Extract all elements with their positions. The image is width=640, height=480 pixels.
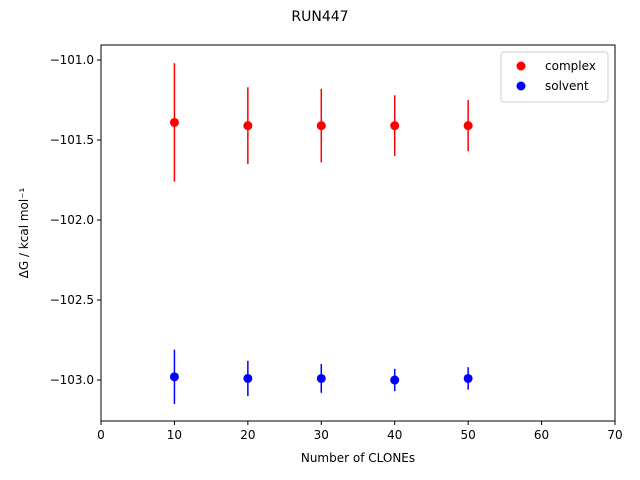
point xyxy=(390,375,400,385)
x-axis-label: Number of CLONEs xyxy=(301,451,415,465)
x-tick-label: 0 xyxy=(97,428,105,442)
point xyxy=(463,373,473,383)
y-tick-label: −103.0 xyxy=(50,373,94,387)
legend-marker xyxy=(516,81,526,91)
x-tick-label: 40 xyxy=(387,428,402,442)
legend-marker xyxy=(516,61,526,71)
legend-label: solvent xyxy=(545,79,589,93)
point xyxy=(316,373,326,383)
point xyxy=(243,373,253,383)
y-tick-label: −101.5 xyxy=(50,133,94,147)
point xyxy=(169,372,179,382)
point xyxy=(169,117,179,127)
plot-frame xyxy=(100,44,616,422)
y-tick-label: −102.0 xyxy=(50,213,94,227)
y-axis-label: ΔG / kcal mol⁻¹ xyxy=(17,187,31,278)
y-tick-label: −102.5 xyxy=(50,293,94,307)
x-tick-label: 20 xyxy=(240,428,255,442)
x-tick-label: 70 xyxy=(607,428,622,442)
point xyxy=(316,121,326,131)
point xyxy=(390,121,400,131)
x-tick-label: 50 xyxy=(461,428,476,442)
point xyxy=(243,121,253,131)
chart-title: RUN447 xyxy=(291,9,348,25)
x-tick-label: 60 xyxy=(534,428,549,442)
x-tick-label: 10 xyxy=(167,428,182,442)
legend-box xyxy=(500,51,609,103)
legend-label: complex xyxy=(545,59,596,73)
x-tick-label: 30 xyxy=(314,428,329,442)
point xyxy=(463,121,473,131)
y-tick-label: −101.0 xyxy=(50,53,94,67)
